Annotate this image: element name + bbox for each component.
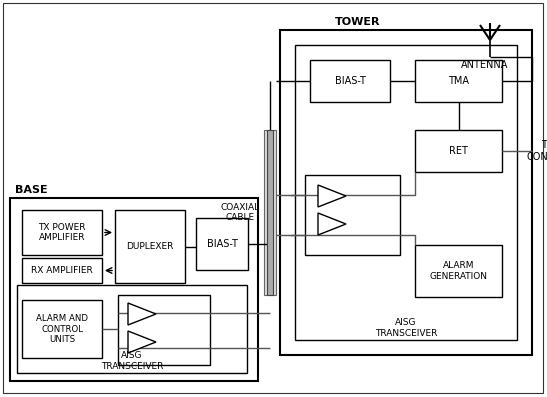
Bar [415, 130, 502, 172]
Polygon shape [128, 331, 156, 353]
Polygon shape [318, 213, 346, 235]
Bar [310, 60, 390, 102]
Text: AISG
TRANSCEIVER: AISG TRANSCEIVER [101, 351, 163, 371]
Bar [264, 130, 276, 295]
Text: COAXIAL
CABLE: COAXIAL CABLE [220, 203, 260, 222]
Bar [196, 218, 248, 270]
Bar [22, 210, 102, 255]
Text: TMA: TMA [448, 76, 469, 86]
Bar [22, 258, 102, 283]
Polygon shape [128, 303, 156, 325]
Text: TX POWER
AMPLIFIER: TX POWER AMPLIFIER [38, 223, 86, 242]
Polygon shape [318, 185, 346, 207]
Bar [267, 130, 273, 295]
Bar [118, 295, 210, 365]
Text: BIAS-T: BIAS-T [207, 239, 237, 249]
Bar [295, 45, 517, 340]
Bar [22, 300, 102, 358]
Text: BIAS-T: BIAS-T [335, 76, 365, 86]
Bar [280, 30, 532, 355]
Text: DUPLEXER: DUPLEXER [126, 242, 174, 251]
Text: TOWER: TOWER [335, 17, 381, 27]
Text: RX AMPLIFIER: RX AMPLIFIER [31, 266, 93, 275]
Bar [115, 210, 185, 283]
Bar [305, 175, 400, 255]
Text: RET: RET [449, 146, 468, 156]
Bar [17, 285, 247, 373]
Bar [10, 198, 258, 381]
Text: AISG
TRANSCEIVER: AISG TRANSCEIVER [375, 318, 437, 338]
Text: BASE: BASE [15, 185, 48, 195]
Bar [415, 245, 502, 297]
Text: ALARM
GENERATION: ALARM GENERATION [429, 261, 487, 281]
Text: TILT
CONTROL: TILT CONTROL [526, 140, 547, 162]
Text: ANTENNA: ANTENNA [461, 60, 509, 70]
Text: ALARM AND
CONTROL
UNITS: ALARM AND CONTROL UNITS [36, 314, 88, 344]
Bar [415, 60, 502, 102]
